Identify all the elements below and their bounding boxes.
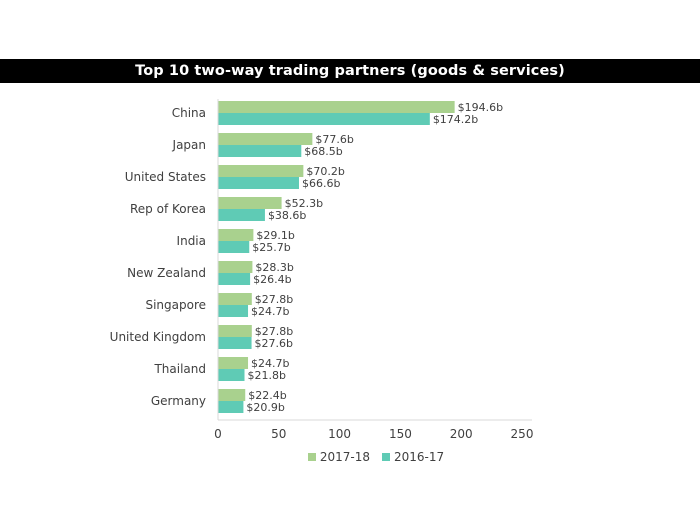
bar-2016-17-singapore bbox=[218, 305, 249, 317]
bar-2016-17-japan bbox=[218, 145, 302, 157]
bar-2017-18-india bbox=[218, 229, 254, 241]
bar-2017-18-united-kingdom bbox=[218, 325, 252, 337]
bar-2016-17-united-kingdom bbox=[218, 337, 252, 349]
data-label-2016-17-germany: $20.9b bbox=[246, 401, 284, 414]
x-tick-label-0: 0 bbox=[214, 427, 222, 441]
category-label-thailand: Thailand bbox=[153, 362, 206, 376]
data-label-2017-18-china: $194.6b bbox=[458, 101, 503, 114]
chart-title: Top 10 two-way trading partners (goods &… bbox=[135, 63, 565, 79]
data-label-2017-18-united-kingdom: $27.8b bbox=[255, 325, 293, 338]
data-label-2016-17-united-kingdom: $27.6b bbox=[255, 337, 293, 350]
bar-2017-18-united-states bbox=[218, 165, 304, 177]
category-label-china: China bbox=[172, 106, 206, 120]
bar-2016-17-new-zealand bbox=[218, 273, 251, 285]
bar-2016-17-rep-of-korea bbox=[218, 209, 265, 221]
x-tick-label-250: 250 bbox=[511, 427, 534, 441]
data-label-2017-18-india: $29.1b bbox=[256, 229, 294, 242]
data-label-2017-18-thailand: $24.7b bbox=[251, 357, 289, 370]
data-label-2016-17-singapore: $24.7b bbox=[251, 305, 289, 318]
data-label-2016-17-japan: $68.5b bbox=[304, 145, 342, 158]
bar-2016-17-united-states bbox=[218, 177, 299, 189]
category-label-singapore: Singapore bbox=[145, 298, 206, 312]
legend-swatch-2016-17 bbox=[382, 453, 390, 461]
category-label-united-states: United States bbox=[125, 170, 206, 184]
bar-2017-18-thailand bbox=[218, 357, 249, 369]
bar-2017-18-germany bbox=[218, 389, 246, 401]
bar-2016-17-india bbox=[218, 241, 250, 253]
data-label-2017-18-rep-of-korea: $52.3b bbox=[285, 197, 323, 210]
legend-label-2016-17: 2016-17 bbox=[394, 450, 445, 464]
legend-swatch-2017-18 bbox=[307, 453, 316, 461]
bar-2017-18-japan bbox=[218, 133, 313, 145]
data-label-2017-18-new-zealand: $28.3b bbox=[255, 261, 293, 274]
bar-2016-17-china bbox=[218, 113, 430, 125]
x-tick-label-150: 150 bbox=[389, 427, 412, 441]
bar-2017-18-new-zealand bbox=[218, 261, 253, 273]
chart-legend: 2017-18 2016-17 bbox=[0, 447, 700, 467]
legend-item-2017-18: 2017-18 bbox=[307, 450, 370, 464]
x-tick-label-200: 200 bbox=[450, 427, 473, 441]
bar-2017-18-singapore bbox=[218, 293, 252, 305]
category-label-united-kingdom: United Kingdom bbox=[110, 330, 206, 344]
data-label-2016-17-india: $25.7b bbox=[252, 241, 290, 254]
chart-title-bar: Top 10 two-way trading partners (goods &… bbox=[0, 59, 700, 83]
category-label-germany: Germany bbox=[151, 394, 206, 408]
data-label-2016-17-rep-of-korea: $38.6b bbox=[268, 209, 306, 222]
bar-2016-17-germany bbox=[218, 401, 244, 413]
data-label-2017-18-japan: $77.6b bbox=[315, 133, 353, 146]
legend-label-2017-18: 2017-18 bbox=[319, 450, 370, 464]
data-label-2017-18-germany: $22.4b bbox=[248, 389, 286, 402]
category-label-new-zealand: New Zealand bbox=[127, 266, 206, 280]
category-label-rep-of-korea: Rep of Korea bbox=[130, 202, 206, 216]
x-tick-label-100: 100 bbox=[328, 427, 351, 441]
bar-2017-18-rep-of-korea bbox=[218, 197, 282, 209]
data-label-2016-17-china: $174.2b bbox=[433, 113, 478, 126]
x-tick-label-50: 50 bbox=[271, 427, 286, 441]
data-label-2016-17-united-states: $66.6b bbox=[302, 177, 340, 190]
data-label-2016-17-new-zealand: $26.4b bbox=[253, 273, 291, 286]
data-label-2017-18-singapore: $27.8b bbox=[255, 293, 293, 306]
legend-item-2016-17: 2016-17 bbox=[382, 450, 444, 464]
category-label-japan: Japan bbox=[172, 138, 206, 152]
category-label-india: India bbox=[177, 234, 206, 248]
data-label-2017-18-united-states: $70.2b bbox=[306, 165, 344, 178]
data-label-2016-17-thailand: $21.8b bbox=[248, 369, 286, 382]
bar-2016-17-thailand bbox=[218, 369, 245, 381]
bar-2017-18-china bbox=[218, 101, 455, 113]
